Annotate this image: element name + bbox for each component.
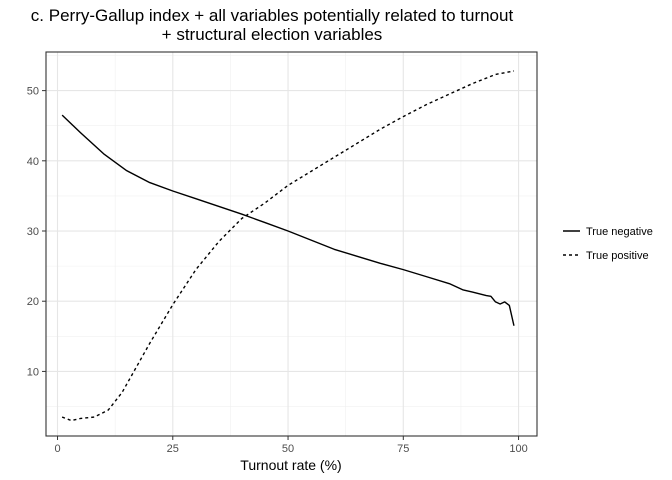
series-layer (61, 70, 515, 422)
x-tick-label: 100 (509, 443, 527, 455)
grid-major (46, 52, 537, 436)
series-line-1 (61, 114, 515, 326)
x-tick-label: 75 (397, 443, 409, 455)
chart-title: c. Perry-Gallup index + all variables po… (31, 6, 514, 25)
plot-background (46, 52, 537, 436)
y-axis: 10 20 30 40 50 (27, 86, 46, 378)
series-line-2 (61, 70, 515, 422)
x-tick-label: 50 (282, 443, 294, 455)
x-tick-label: 0 (54, 443, 60, 455)
legend: True negative True positive (563, 226, 653, 262)
x-axis-title: Turnout rate (%) (240, 457, 341, 473)
plot-border (45, 51, 538, 437)
y-tick-label: 30 (27, 226, 39, 238)
legend-label-1: True negative (586, 226, 653, 238)
grid-minor (46, 52, 537, 436)
y-tick-label: 40 (27, 156, 39, 168)
y-tick-label: 20 (27, 296, 39, 308)
x-tick-label: 25 (167, 443, 179, 455)
y-tick-label: 50 (27, 86, 39, 98)
chart-subtitle: + structural election variables (162, 25, 383, 44)
legend-label-2: True positive (586, 250, 649, 262)
x-axis: 0 25 50 75 100 (54, 436, 528, 455)
y-tick-label: 10 (27, 366, 39, 378)
